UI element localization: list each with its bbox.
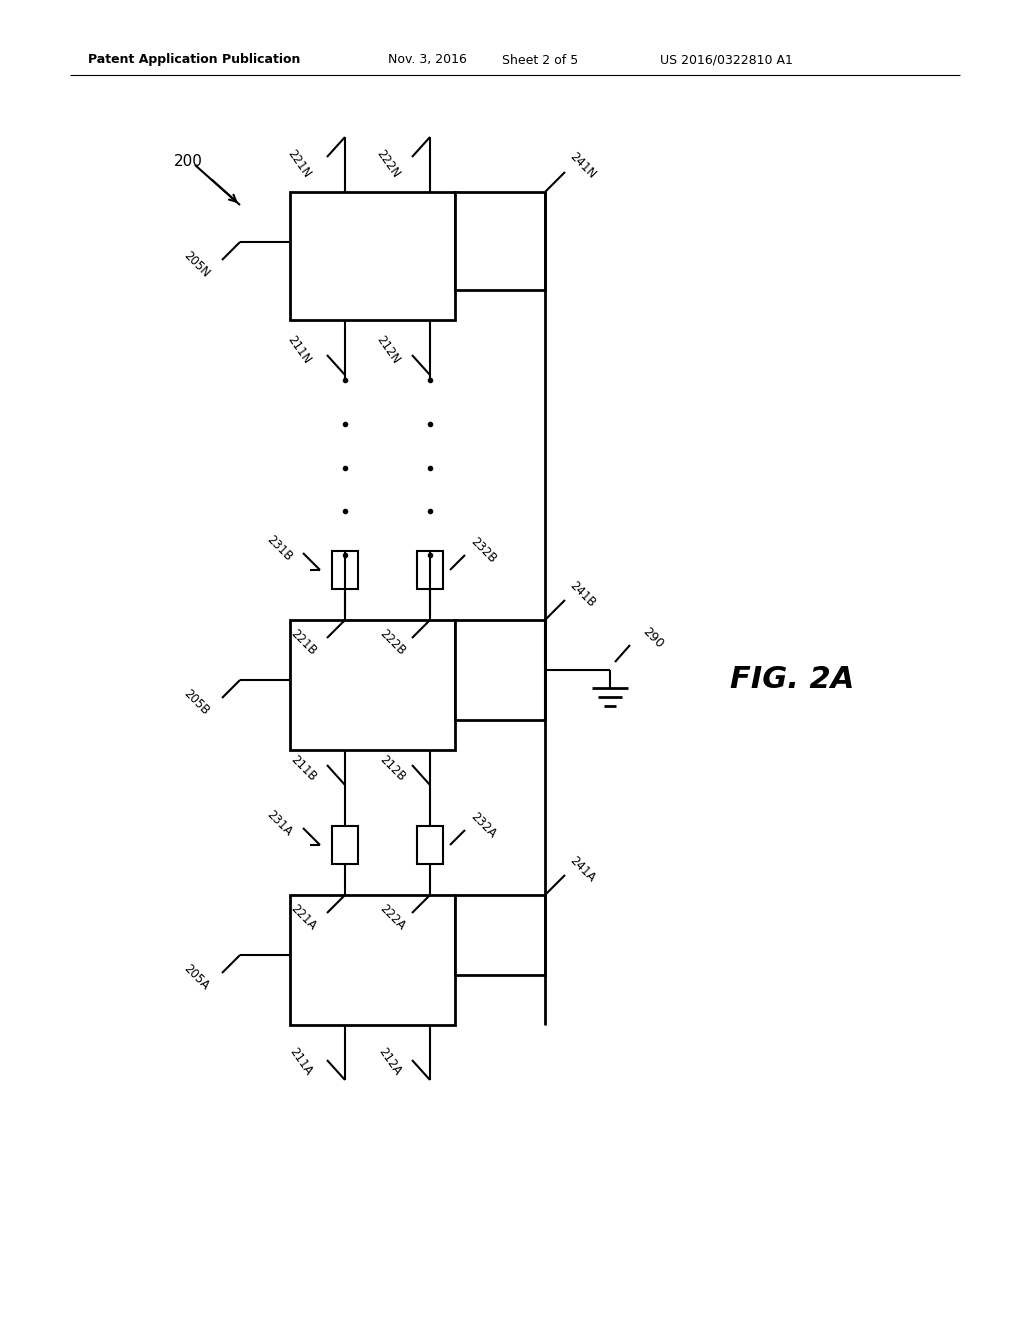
Text: 290: 290 [640, 624, 666, 651]
Bar [290, 191, 455, 319]
Text: 205A: 205A [181, 962, 212, 993]
Text: 212A: 212A [376, 1044, 404, 1077]
Text: Patent Application Publication: Patent Application Publication [88, 54, 300, 66]
Text: US 2016/0322810 A1: US 2016/0322810 A1 [660, 54, 793, 66]
Text: 221B: 221B [288, 627, 319, 657]
Text: 211B: 211B [288, 752, 319, 784]
Text: 205B: 205B [181, 686, 212, 717]
Bar [455, 620, 545, 719]
Text: 232B: 232B [468, 535, 499, 565]
Text: 211N: 211N [285, 334, 313, 367]
Text: 212B: 212B [377, 752, 408, 784]
Text: Sheet 2 of 5: Sheet 2 of 5 [502, 54, 579, 66]
Text: Nov. 3, 2016: Nov. 3, 2016 [388, 54, 467, 66]
Text: 222B: 222B [377, 627, 408, 657]
Text: 212N: 212N [374, 334, 402, 367]
Bar [455, 895, 545, 975]
Bar [332, 550, 358, 589]
Bar [417, 826, 443, 865]
Text: 205N: 205N [181, 248, 212, 280]
Text: FIG. 2A: FIG. 2A [730, 665, 854, 694]
Text: 241N: 241N [567, 150, 598, 182]
Bar [290, 895, 455, 1026]
Text: 211A: 211A [287, 1044, 315, 1077]
Bar [455, 191, 545, 290]
Text: 200: 200 [173, 154, 203, 169]
Bar [417, 550, 443, 589]
Text: 231A: 231A [264, 808, 295, 838]
Text: 241A: 241A [567, 854, 598, 884]
Text: 221A: 221A [288, 902, 319, 932]
Text: 241B: 241B [567, 578, 598, 610]
Text: 231B: 231B [264, 533, 295, 564]
Bar [332, 826, 358, 865]
Text: 222N: 222N [374, 148, 402, 181]
Text: 232A: 232A [468, 809, 499, 841]
Text: 222A: 222A [377, 902, 408, 932]
Bar [290, 620, 455, 750]
Text: 221N: 221N [285, 148, 313, 181]
